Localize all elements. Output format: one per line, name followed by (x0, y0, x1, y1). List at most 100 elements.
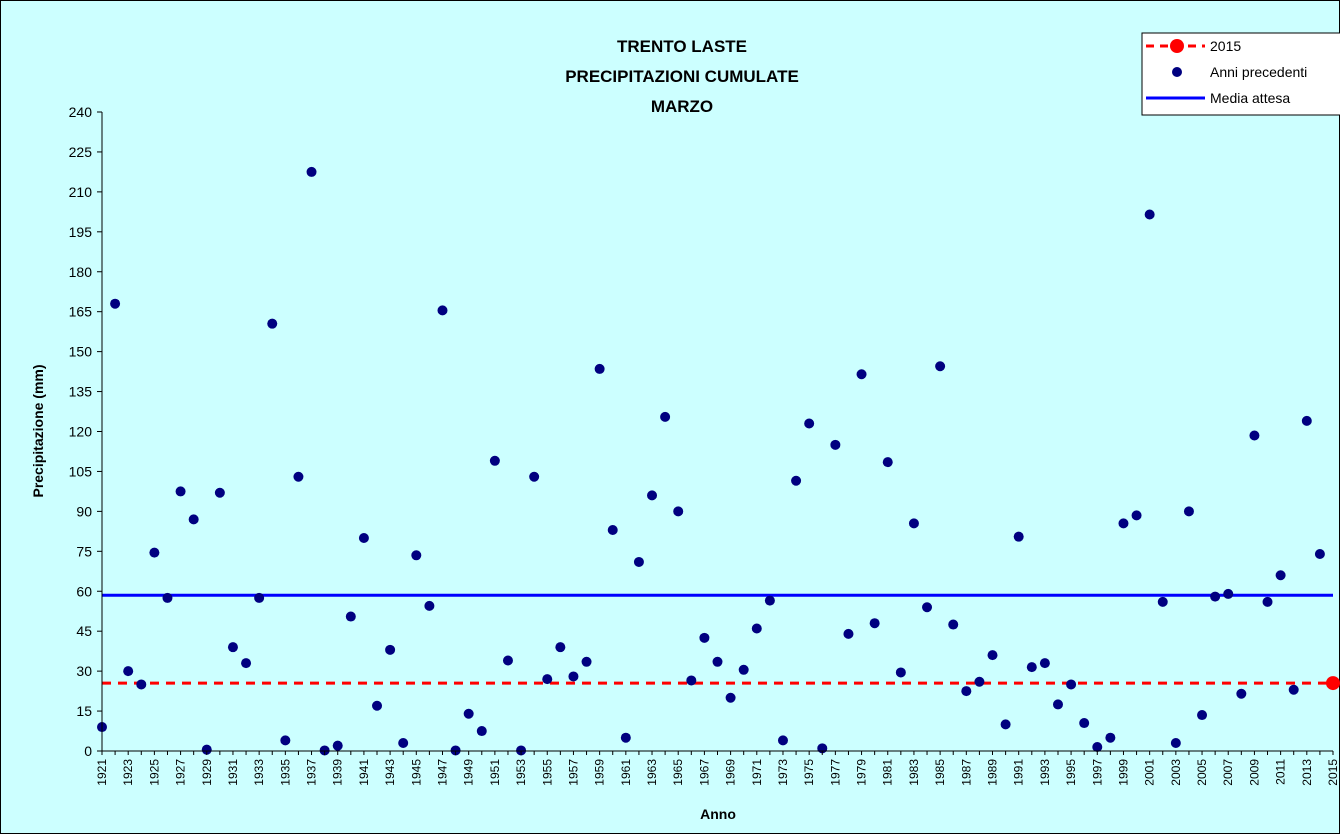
y-tick-label: 180 (69, 264, 93, 280)
x-tick-label: 1947 (435, 759, 449, 786)
data-point (267, 318, 278, 329)
data-point (175, 486, 186, 497)
x-tick-label: 1927 (174, 759, 188, 786)
x-tick-label: 1957 (566, 759, 580, 786)
x-tick-label: 1993 (1038, 759, 1052, 786)
data-point (437, 305, 448, 316)
x-tick-label: 1959 (593, 759, 607, 786)
data-point (895, 667, 906, 678)
data-point (502, 655, 513, 666)
data-point (385, 644, 396, 655)
x-tick-label: 1969 (724, 759, 738, 786)
y-tick-label: 150 (69, 344, 93, 360)
y-tick-label: 225 (69, 144, 93, 160)
y-tick-label: 30 (76, 663, 92, 679)
x-tick-label: 1935 (278, 759, 292, 786)
x-tick-label: 1921 (95, 759, 109, 786)
data-point (555, 642, 566, 653)
x-tick-label: 2003 (1169, 759, 1183, 786)
data-point (607, 525, 618, 536)
data-point (123, 666, 134, 677)
y-tick-label: 165 (69, 304, 93, 320)
x-tick-label: 1937 (305, 759, 319, 786)
chart-title-line-1: TRENTO LASTE (617, 37, 747, 56)
data-point (1118, 518, 1129, 529)
y-tick-label: 120 (69, 424, 93, 440)
x-tick-label: 1939 (331, 759, 345, 786)
data-point (581, 656, 592, 667)
y-tick-label: 60 (76, 583, 92, 599)
data-point (280, 735, 291, 746)
data-point (961, 686, 972, 697)
x-tick-label: 2005 (1195, 759, 1209, 786)
data-point (1131, 510, 1142, 521)
x-tick-label: 1953 (514, 759, 528, 786)
data-point (162, 592, 173, 603)
data-point (149, 547, 160, 558)
data-point (948, 619, 959, 630)
data-point (935, 361, 946, 372)
data-point (110, 298, 121, 309)
x-tick-label: 1931 (226, 759, 240, 786)
y-axis-label: Precipitazione (mm) (30, 364, 46, 497)
x-tick-label: 1967 (697, 759, 711, 786)
data-point (594, 363, 605, 374)
data-point (1144, 209, 1155, 220)
x-tick-label: 1945 (409, 759, 423, 786)
y-tick-label: 15 (76, 703, 92, 719)
x-tick-label: 1963 (645, 759, 659, 786)
data-point (699, 632, 710, 643)
data-point (908, 518, 919, 529)
data-point (1039, 658, 1050, 669)
data-point (738, 664, 749, 675)
data-point (647, 490, 658, 501)
data-point (411, 550, 422, 561)
y-tick-label: 45 (76, 623, 92, 639)
x-axis-label: Anno (700, 806, 736, 822)
data-point (254, 592, 265, 603)
data-point (1288, 684, 1299, 695)
x-tick-label: 1943 (383, 759, 397, 786)
legend-label-previous-years: Anni precedenti (1210, 64, 1307, 80)
x-tick-label: 1989 (986, 759, 1000, 786)
data-point (777, 735, 788, 746)
x-tick-label: 1971 (750, 759, 764, 786)
data-point (633, 556, 644, 567)
x-axis: 1921 1923 1925 1927 1929 1931 1933 1935 1937 1939… (95, 750, 1340, 786)
data-point (516, 745, 527, 756)
data-point (241, 658, 252, 669)
x-tick-label: 1997 (1090, 759, 1104, 786)
data-point (1026, 662, 1037, 673)
legend-2015-dot-icon (1170, 39, 1184, 53)
data-point (1275, 570, 1286, 581)
x-tick-label: 1929 (200, 759, 214, 786)
x-tick-label: 1949 (462, 759, 476, 786)
x-tick-label: 1933 (252, 759, 266, 786)
data-point (974, 676, 985, 687)
data-point (463, 708, 474, 719)
x-tick-label: 1977 (828, 759, 842, 786)
x-tick-label: 1965 (671, 759, 685, 786)
x-tick-label: 1983 (907, 759, 921, 786)
x-tick-label: 1923 (121, 759, 135, 786)
data-point (358, 533, 369, 543)
data-point (1013, 531, 1024, 542)
y-tick-label: 90 (76, 503, 92, 519)
x-tick-label: 1975 (802, 759, 816, 786)
data-point (293, 471, 304, 482)
y-tick-label: 135 (69, 384, 93, 400)
x-tick-label: 1999 (1116, 759, 1130, 786)
x-tick-label: 1951 (488, 759, 502, 786)
x-tick-label: 2011 (1274, 759, 1288, 785)
data-point (791, 475, 802, 486)
data-point (1314, 548, 1325, 559)
y-tick-label: 210 (69, 184, 93, 200)
x-tick-label: 1925 (147, 759, 161, 786)
x-tick-label: 1995 (1064, 759, 1078, 786)
data-point (306, 166, 317, 177)
data-point (214, 487, 225, 498)
data-point (830, 439, 841, 450)
data-point (725, 692, 736, 703)
